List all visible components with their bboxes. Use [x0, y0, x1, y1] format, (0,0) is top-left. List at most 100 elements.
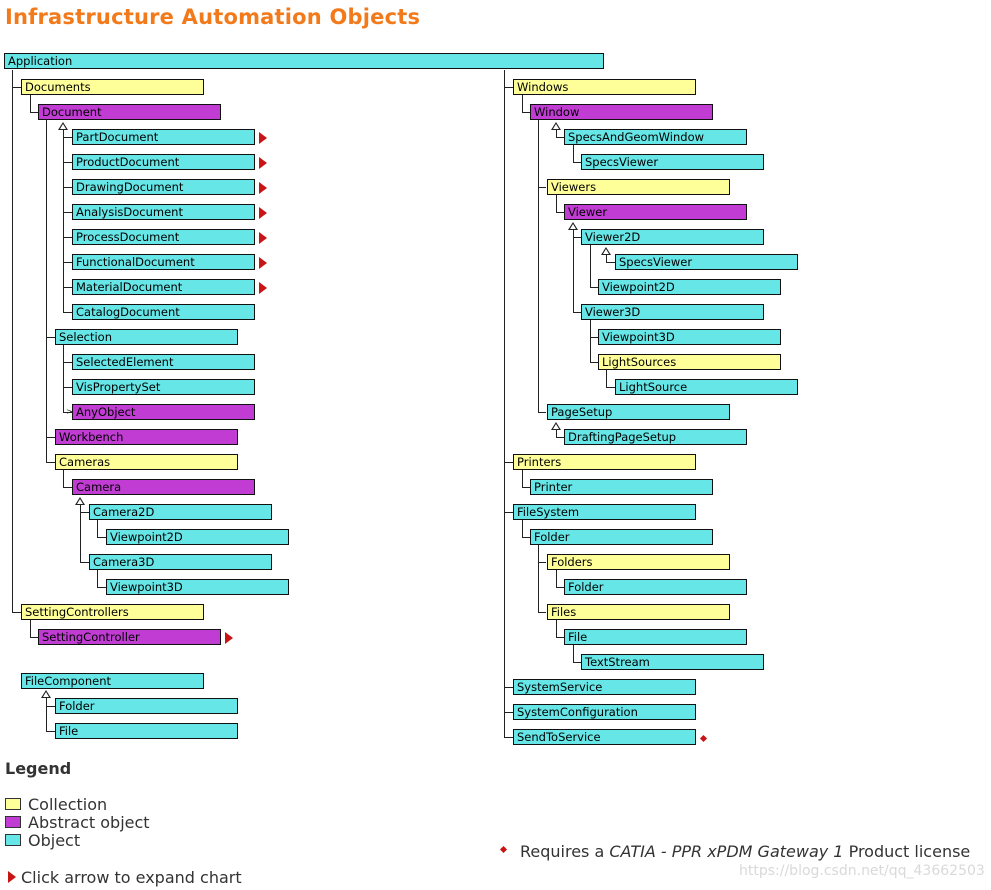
connector-line: [573, 145, 574, 162]
node-application[interactable]: Application: [4, 53, 604, 69]
node-viewpoint3d-viewer[interactable]: Viewpoint3D: [598, 329, 781, 345]
node-send-to-service[interactable]: SendToService: [513, 729, 696, 745]
connector-line: [538, 612, 546, 613]
expand-arrow-icon[interactable]: [225, 632, 233, 644]
node-material-document[interactable]: MaterialDocument: [72, 279, 255, 295]
node-viewpoint3d-camera[interactable]: Viewpoint3D: [106, 579, 289, 595]
node-drawing-document[interactable]: DrawingDocument: [72, 179, 255, 195]
connector-line: [30, 620, 31, 637]
connector-line: [556, 137, 564, 138]
license-diamond-icon: [699, 734, 708, 743]
node-viewer2d[interactable]: Viewer2D: [581, 229, 764, 245]
node-viewpoint2d-camera[interactable]: Viewpoint2D: [106, 529, 289, 545]
node-specs-and-geom-window[interactable]: SpecsAndGeomWindow: [564, 129, 747, 145]
node-specs-viewer-v2d[interactable]: SpecsViewer: [615, 254, 798, 270]
connector-line: [556, 430, 557, 437]
node-windows[interactable]: Windows: [513, 79, 696, 95]
node-fs-folders[interactable]: Folders: [547, 554, 730, 570]
node-catalog-document[interactable]: CatalogDocument: [72, 304, 255, 320]
connector-line: [46, 437, 56, 438]
connector-line: [30, 112, 38, 113]
node-camera3d[interactable]: Camera3D: [89, 554, 272, 570]
connector-line: [538, 562, 546, 563]
node-documents[interactable]: Documents: [21, 79, 204, 95]
expand-arrow-icon[interactable]: [259, 282, 267, 294]
node-printers[interactable]: Printers: [513, 454, 696, 470]
connector-line: [522, 520, 523, 537]
connector-line: [63, 362, 72, 363]
node-viewer[interactable]: Viewer: [564, 204, 747, 220]
node-viewer3d[interactable]: Viewer3D: [581, 304, 764, 320]
connector-line: [63, 412, 72, 413]
node-selected-element[interactable]: SelectedElement: [72, 354, 255, 370]
node-selection[interactable]: Selection: [55, 329, 238, 345]
expand-arrow-icon[interactable]: [259, 257, 267, 269]
node-drafting-page-setup[interactable]: DraftingPageSetup: [564, 429, 747, 445]
connector-line: [606, 370, 607, 387]
connector-line: [63, 312, 72, 313]
connector-line: [522, 537, 530, 538]
connector-line: [556, 195, 557, 212]
node-setting-controller[interactable]: SettingController: [38, 629, 221, 645]
connector-line: [63, 137, 72, 138]
node-functional-document[interactable]: FunctionalDocument: [72, 254, 255, 270]
connector-line: [63, 387, 72, 388]
node-camera2d[interactable]: Camera2D: [89, 504, 272, 520]
node-analysis-document[interactable]: AnalysisDocument: [72, 204, 255, 220]
node-document[interactable]: Document: [38, 104, 221, 120]
expand-arrow-icon[interactable]: [259, 132, 267, 144]
connector-line: [12, 612, 22, 613]
connector-line: [63, 130, 64, 312]
node-window[interactable]: Window: [530, 104, 713, 120]
connector-line: [12, 87, 22, 88]
node-system-configuration[interactable]: SystemConfiguration: [513, 704, 696, 720]
node-any-object[interactable]: AnyObject: [72, 404, 255, 420]
node-part-document[interactable]: PartDocument: [72, 129, 255, 145]
node-fc-file[interactable]: File: [55, 723, 238, 739]
node-specs-viewer-window[interactable]: SpecsViewer: [581, 154, 764, 170]
chevron-right-icon: >: [66, 407, 73, 416]
expand-arrow-icon[interactable]: [259, 182, 267, 194]
connector-line: [46, 337, 56, 338]
node-page-setup[interactable]: PageSetup: [547, 404, 730, 420]
connector-line: [538, 120, 539, 412]
connector-line: [97, 570, 98, 587]
connector-line: [573, 662, 582, 663]
connector-line: [590, 320, 591, 362]
node-file-component[interactable]: FileComponent: [21, 673, 204, 689]
connector-line: [590, 337, 599, 338]
node-vis-property-set[interactable]: VisPropertySet: [72, 379, 255, 395]
node-cameras[interactable]: Cameras: [55, 454, 238, 470]
node-fs-folder[interactable]: Folder: [530, 529, 713, 545]
connector-line: [556, 587, 564, 588]
legend-arrow-icon: [8, 871, 16, 883]
node-camera[interactable]: Camera: [72, 479, 255, 495]
node-fs-files[interactable]: Files: [547, 604, 730, 620]
watermark: https://blog.csdn.net/qq_43662503: [739, 863, 985, 879]
node-system-service[interactable]: SystemService: [513, 679, 696, 695]
connector-line: [590, 362, 599, 363]
expand-arrow-icon[interactable]: [259, 232, 267, 244]
node-file-system[interactable]: FileSystem: [513, 504, 696, 520]
expand-arrow-icon[interactable]: [259, 207, 267, 219]
node-fc-folder[interactable]: Folder: [55, 698, 238, 714]
node-process-document[interactable]: ProcessDocument: [72, 229, 255, 245]
connector-line: [46, 698, 47, 731]
node-text-stream[interactable]: TextStream: [581, 654, 764, 670]
node-fs-file[interactable]: File: [564, 629, 747, 645]
node-light-sources[interactable]: LightSources: [598, 354, 781, 370]
connector-line: [590, 287, 599, 288]
node-viewpoint2d-viewer[interactable]: Viewpoint2D: [598, 279, 781, 295]
node-printer[interactable]: Printer: [530, 479, 713, 495]
connector-line: [63, 262, 72, 263]
connector-line: [606, 255, 607, 262]
node-viewers[interactable]: Viewers: [547, 179, 730, 195]
connector-line: [63, 345, 64, 412]
expand-arrow-icon[interactable]: [259, 157, 267, 169]
node-product-document[interactable]: ProductDocument: [72, 154, 255, 170]
node-fs-folders-folder[interactable]: Folder: [564, 579, 747, 595]
node-workbench[interactable]: Workbench: [55, 429, 238, 445]
legend-collection-label: Collection: [28, 795, 108, 814]
node-light-source[interactable]: LightSource: [615, 379, 798, 395]
node-setting-controllers[interactable]: SettingControllers: [21, 604, 204, 620]
